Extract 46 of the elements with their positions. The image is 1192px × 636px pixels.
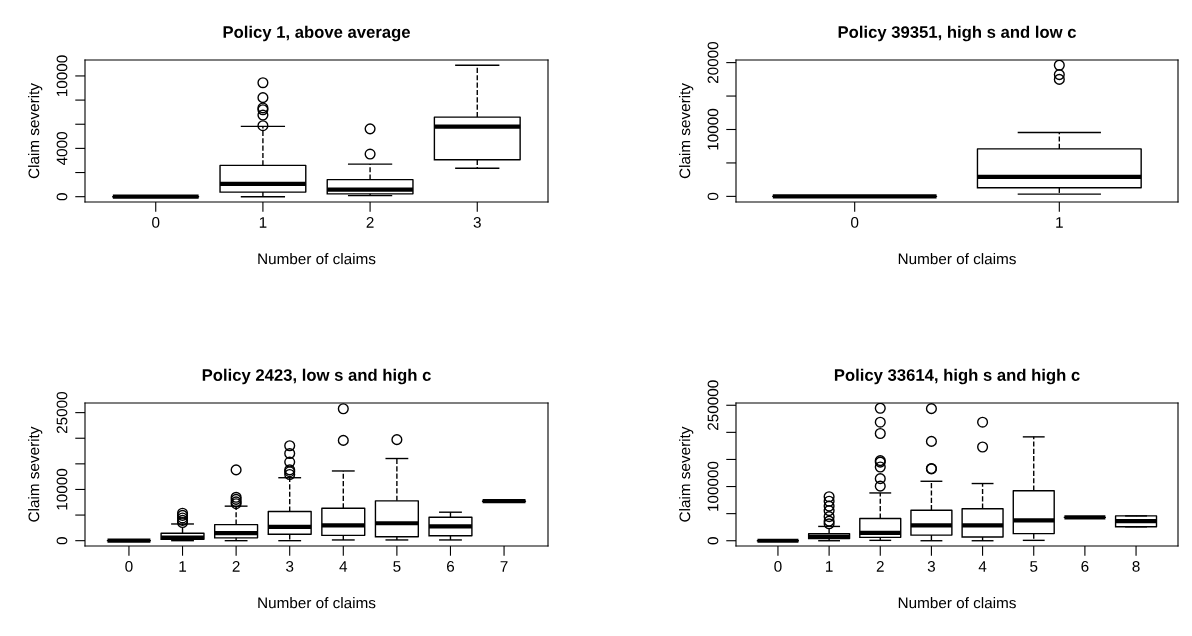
x-axis-title: Number of claims — [258, 253, 376, 265]
y-axis-title: Claim severity — [679, 83, 694, 179]
y-tick-label: 0 — [56, 537, 68, 545]
x-tick-label: 7 — [500, 561, 508, 572]
y-tick-label: 10000 — [56, 468, 68, 510]
x-tick-label: 1 — [179, 561, 187, 572]
x-tick-label: 3 — [473, 216, 481, 228]
y-tick-label: 4000 — [56, 131, 68, 166]
x-tick-label: 0 — [125, 560, 133, 572]
y-tick-label: 250000 — [707, 380, 719, 430]
x-tick-label: 6 — [1081, 560, 1089, 572]
x-tick-label: 0 — [774, 560, 782, 572]
x-tick-label: 3 — [286, 560, 294, 572]
chart-title: Policy 39351, high s and low c — [838, 25, 1077, 42]
y-tick-label: 10000 — [56, 55, 68, 97]
y-tick-label: 0 — [707, 192, 719, 201]
x-tick-label: 3 — [927, 560, 935, 572]
x-tick-label: 1 — [259, 217, 267, 228]
x-tick-label: 2 — [876, 560, 884, 572]
chart-title: Policy 2423, low s and high c — [202, 368, 431, 385]
x-tick-label: 8 — [1132, 560, 1140, 572]
y-tick-label: 0 — [56, 193, 68, 201]
x-axis-title: Number of claims — [258, 597, 376, 609]
x-tick-label: 2 — [366, 216, 374, 228]
x-tick-label: 6 — [447, 560, 455, 572]
x-tick-label: 5 — [1030, 561, 1038, 572]
y-axis-title: Claim severity — [28, 83, 43, 179]
x-tick-label: 0 — [152, 216, 160, 228]
x-axis-title: Number of claims — [898, 253, 1016, 265]
x-tick-label: 2 — [232, 560, 240, 572]
y-tick-label: 20000 — [707, 41, 719, 84]
x-tick-label: 4 — [339, 561, 348, 572]
x-axis-title: Number of claims — [898, 597, 1016, 609]
chart-title: Policy 33614, high s and high c — [834, 368, 1080, 385]
x-tick-label: 1 — [826, 561, 833, 572]
x-tick-label: 0 — [851, 216, 859, 228]
chart-title: Policy 1, above average — [223, 25, 410, 42]
y-axis-title: Claim severity — [679, 426, 694, 522]
y-tick-label: 10000 — [707, 108, 719, 150]
x-tick-label: 1 — [1056, 217, 1063, 228]
y-tick-label: 0 — [707, 537, 719, 545]
x-tick-label: 5 — [393, 561, 401, 572]
y-tick-label: 25000 — [56, 391, 68, 434]
x-tick-label: 4 — [978, 561, 987, 572]
y-axis-title: Claim severity — [28, 426, 43, 522]
y-tick-label: 100000 — [707, 461, 719, 511]
